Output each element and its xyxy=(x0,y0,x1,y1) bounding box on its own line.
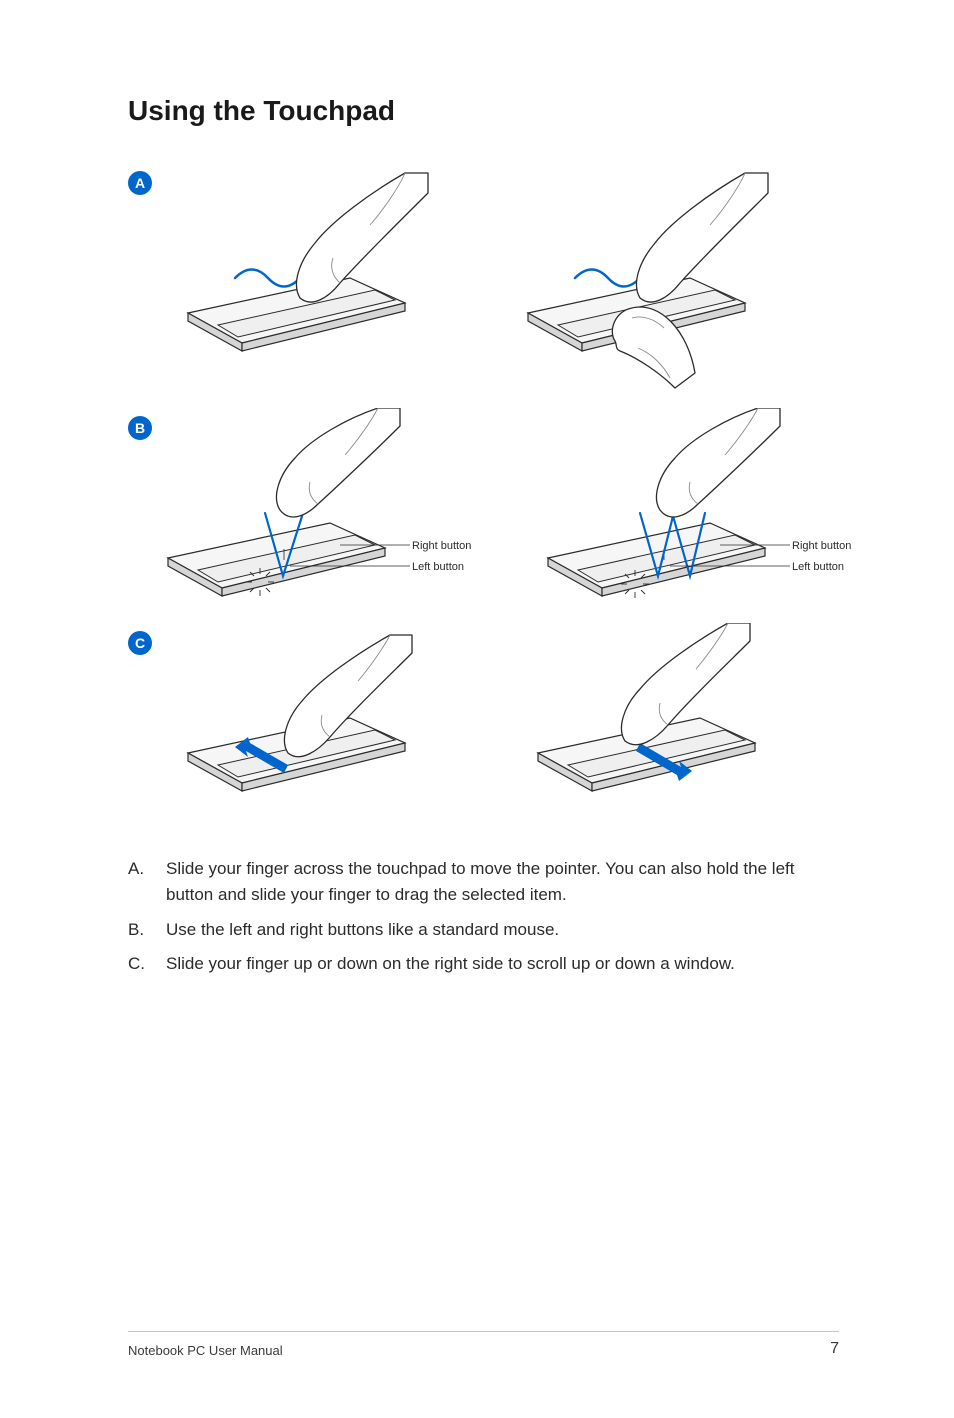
footer-page-number: 7 xyxy=(830,1340,839,1358)
instruction-letter: A. xyxy=(128,856,166,909)
instruction-text: Use the left and right buttons like a st… xyxy=(166,917,839,943)
touchpad-diagram-icon xyxy=(180,623,470,803)
row-label-a: A xyxy=(128,171,152,195)
touchpad-diagram-icon: Right button Left button xyxy=(540,408,860,608)
row-label-c: C xyxy=(128,631,152,655)
instruction-c: C. Slide your finger up or down on the r… xyxy=(128,951,839,977)
panel-a-left xyxy=(180,163,460,398)
page-footer: Notebook PC User Manual 7 xyxy=(128,1331,839,1358)
instruction-text: Slide your finger across the touchpad to… xyxy=(166,856,839,909)
instructions-list: A. Slide your finger across the touchpad… xyxy=(128,856,839,977)
right-button-label: Right button xyxy=(792,540,851,552)
left-button-label: Left button xyxy=(412,561,464,573)
diagrams-container: A xyxy=(128,163,839,808)
panel-a-right xyxy=(520,163,820,398)
panel-b-right: Right button Left button xyxy=(540,408,860,613)
touchpad-diagram-icon xyxy=(520,163,820,393)
touchpad-diagram-icon xyxy=(530,623,820,803)
diagram-row-a: A xyxy=(128,163,839,398)
panel-c-right xyxy=(530,623,820,808)
footer-doc-title: Notebook PC User Manual xyxy=(128,1343,283,1358)
touchpad-diagram-icon xyxy=(180,163,460,353)
instruction-letter: C. xyxy=(128,951,166,977)
instruction-text: Slide your finger up or down on the righ… xyxy=(166,951,839,977)
diagram-row-b: B xyxy=(128,408,839,613)
panel-c-left xyxy=(180,623,470,808)
panel-b-left: Right button Left button xyxy=(160,408,480,613)
right-button-label: Right button xyxy=(412,540,471,552)
touchpad-diagram-icon: Right button Left button xyxy=(160,408,480,608)
left-button-label: Left button xyxy=(792,561,844,573)
row-label-b: B xyxy=(128,416,152,440)
instruction-letter: B. xyxy=(128,917,166,943)
instruction-a: A. Slide your finger across the touchpad… xyxy=(128,856,839,909)
diagram-row-c: C xyxy=(128,623,839,808)
instruction-b: B. Use the left and right buttons like a… xyxy=(128,917,839,943)
page-title: Using the Touchpad xyxy=(128,95,839,127)
